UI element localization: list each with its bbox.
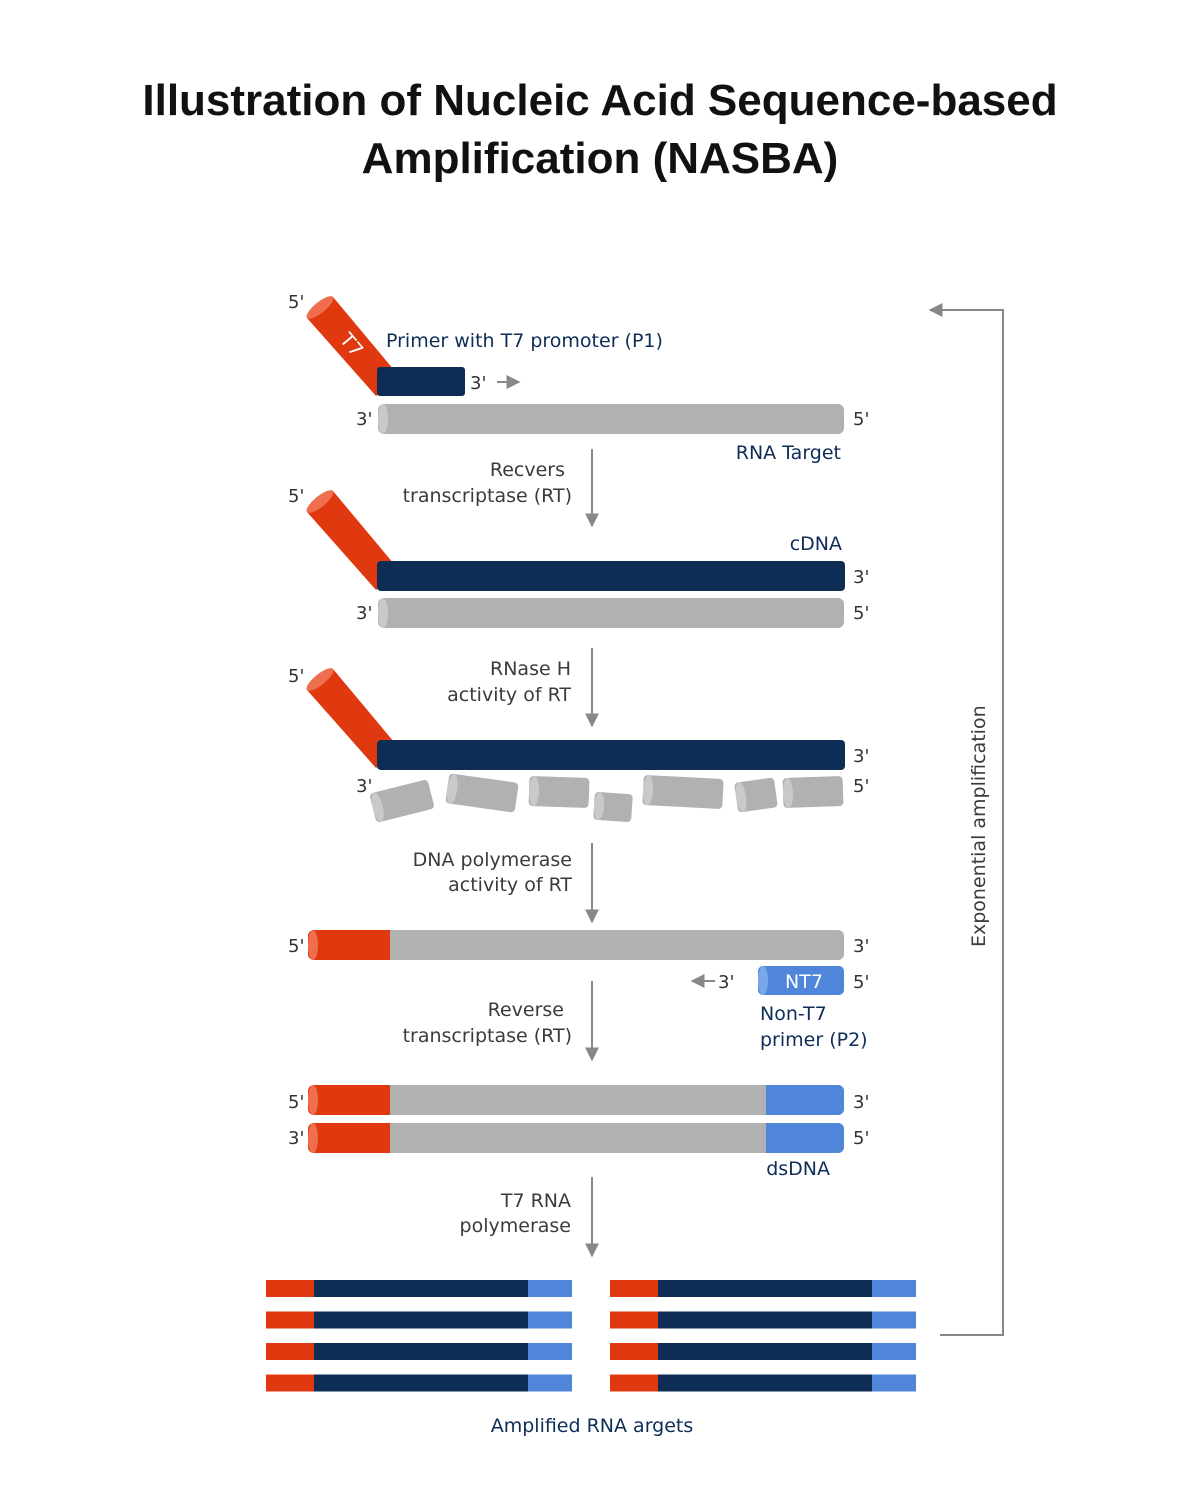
step5-label-line2: polymerase [460, 1215, 571, 1237]
step3-label-line2: activity of RT [448, 874, 572, 896]
stage2-rna-5-prime-label: 5' [853, 603, 869, 624]
stage-rna-degradation: 5' 3' 3' 5' [288, 666, 869, 823]
dsdna-bottom-3-prime-label: 3' [288, 1128, 304, 1149]
amplified-rna-strand [610, 1280, 916, 1297]
amplified-targets-label: Amplified RNA argets [491, 1415, 694, 1437]
step5-label-line1: T7 RNA [500, 1190, 571, 1212]
stage3-cdna-strand [377, 740, 845, 770]
step-dna-polymerase: DNA polymerase activity of RT [413, 843, 599, 924]
stage3-fragments-5-prime-label: 5' [853, 776, 869, 797]
step-rnase-h: RNase H activity of RT [447, 648, 599, 728]
non-t7-primer-label-line1: Non-T7 [760, 1003, 827, 1025]
stage3-cdna-3-prime-label: 3' [853, 746, 869, 767]
step-reverse-transcriptase-1: Recvers transcriptase (RT) [403, 449, 599, 528]
step-reverse-transcriptase-2: Reverse transcriptase (RT) [403, 981, 599, 1062]
degraded-rna-fragments [370, 773, 844, 823]
step-t7-rna-polymerase: T7 RNA polymerase [460, 1177, 599, 1258]
stage2-rna-3-prime-label: 3' [356, 603, 372, 624]
non-t7-primer-label-line2: primer (P2) [760, 1029, 868, 1051]
step3-label-line1: DNA polymerase [413, 849, 572, 871]
stage3-t7-tail [306, 668, 399, 768]
stage-second-strand-priming: 5' 3' NT7 3' 5' Non-T7 primer (P2) [288, 930, 869, 1051]
title-line-2: Amplification (NASBA) [361, 134, 839, 183]
step1-label-line2: transcriptase (RT) [403, 485, 572, 507]
nt7-3-prime-label: 3' [718, 972, 734, 993]
title-line-1: Illustration of Nucleic Acid Sequence-ba… [142, 76, 1058, 125]
primer-p1-segment [377, 367, 465, 396]
step4-label-line2: transcriptase (RT) [403, 1025, 572, 1047]
nt7-box-label: NT7 [785, 971, 823, 993]
amplified-rna-strand [266, 1280, 572, 1297]
step1-label-line1: Recvers [490, 459, 565, 481]
nt7-5-prime-label: 5' [853, 972, 869, 993]
step4-label-line1: Reverse [488, 999, 564, 1021]
stage-cdna-synthesis: 5' cDNA 3' 3' 5' [288, 486, 869, 628]
stage2-rna-strand [378, 598, 844, 628]
cycle-arrow [928, 303, 1004, 1336]
amplified-rna-strand [266, 1343, 572, 1360]
rna-target-5-prime-label: 5' [853, 409, 869, 430]
stage-dsdna: 5' 3' 3' 5' dsDNA [288, 1085, 869, 1180]
cdna-strand [377, 561, 845, 591]
stage4-strand [308, 930, 844, 960]
amplified-rna-strand [266, 1374, 572, 1392]
exponential-amplification-label: Exponential amplification [968, 705, 990, 947]
stage4-3-prime-label: 3' [853, 936, 869, 957]
amplified-rna-strand [610, 1311, 916, 1329]
rna-target-label: RNA Target [736, 442, 841, 464]
stage3-5-prime-label: 5' [288, 666, 304, 687]
primer-p1-label: Primer with T7 promoter (P1) [386, 330, 663, 352]
primer-5-prime-label: 5' [288, 292, 304, 313]
amplified-rna-strand [610, 1343, 916, 1360]
stage3-fragments-3-prime-label: 3' [356, 776, 372, 797]
non-t7-primer: NT7 [758, 966, 844, 995]
step2-label-line2: activity of RT [447, 684, 571, 706]
stage2-t7-tail [306, 490, 399, 590]
primer-3-prime-label: 3' [470, 373, 486, 394]
cdna-3-prime-label: 3' [853, 567, 869, 588]
rna-target-3-prime-label: 3' [356, 409, 372, 430]
dsdna-top-5-prime-label: 5' [288, 1092, 304, 1113]
amplified-rna-targets [266, 1280, 916, 1392]
amplified-rna-strand [610, 1374, 916, 1392]
dsdna-bottom-5-prime-label: 5' [853, 1128, 869, 1149]
dsdna-label: dsDNA [766, 1158, 830, 1180]
cdna-label: cDNA [790, 533, 842, 555]
exponential-amplification-cycle: Exponential amplification [928, 303, 1004, 1336]
dsdna-top-strand [308, 1085, 844, 1115]
dsdna-bottom-strand [308, 1123, 844, 1153]
rna-target-strand [378, 404, 844, 434]
stage2-5-prime-label: 5' [288, 486, 304, 507]
dsdna-top-3-prime-label: 3' [853, 1092, 869, 1113]
page-title: Illustration of Nucleic Acid Sequence-ba… [0, 72, 1200, 188]
stage4-5-prime-label: 5' [288, 936, 304, 957]
stage-primer-annealing: 5' T7 Primer with T7 promoter (P1) 3' 3'… [288, 292, 869, 464]
amplified-rna-strand [266, 1311, 572, 1329]
step2-label-line1: RNase H [490, 658, 571, 680]
